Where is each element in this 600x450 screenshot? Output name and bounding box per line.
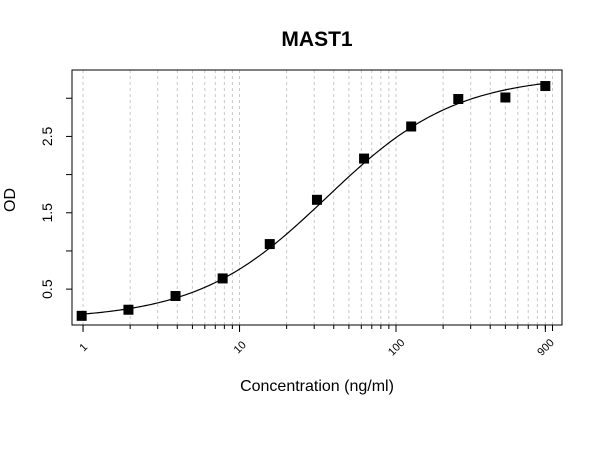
y-tick-label: 0.5	[39, 279, 55, 299]
data-point	[453, 94, 464, 105]
data-point	[500, 92, 511, 103]
data-point	[123, 304, 134, 315]
x-tick-label: 1	[77, 341, 90, 354]
y-axis-label: OD	[2, 188, 19, 212]
plot-frame	[71, 69, 563, 326]
fit-curve	[81, 82, 546, 315]
data-point	[264, 239, 275, 250]
x-tick-label: 10	[232, 339, 249, 356]
data-point	[359, 153, 370, 164]
x-tick-label: 100	[386, 337, 407, 358]
fit-curve-layer	[81, 82, 546, 315]
data-point	[76, 310, 87, 321]
y-axis: 0.5 1.5 2.5	[39, 97, 72, 299]
y-tick-label: 1.5	[39, 203, 55, 223]
grid	[82, 70, 554, 325]
data-point	[170, 290, 181, 301]
x-axis: 1 10 100 900	[77, 325, 557, 358]
data-point	[311, 194, 322, 205]
x-tick-label: 900	[535, 337, 556, 358]
data-points	[76, 81, 551, 321]
data-point	[540, 81, 551, 92]
data-point	[217, 273, 228, 284]
chart-title: MAST1	[281, 28, 352, 51]
y-tick-label: 2.5	[39, 126, 55, 146]
data-point	[406, 121, 417, 132]
x-axis-label: Concentration (ng/ml)	[240, 378, 394, 395]
